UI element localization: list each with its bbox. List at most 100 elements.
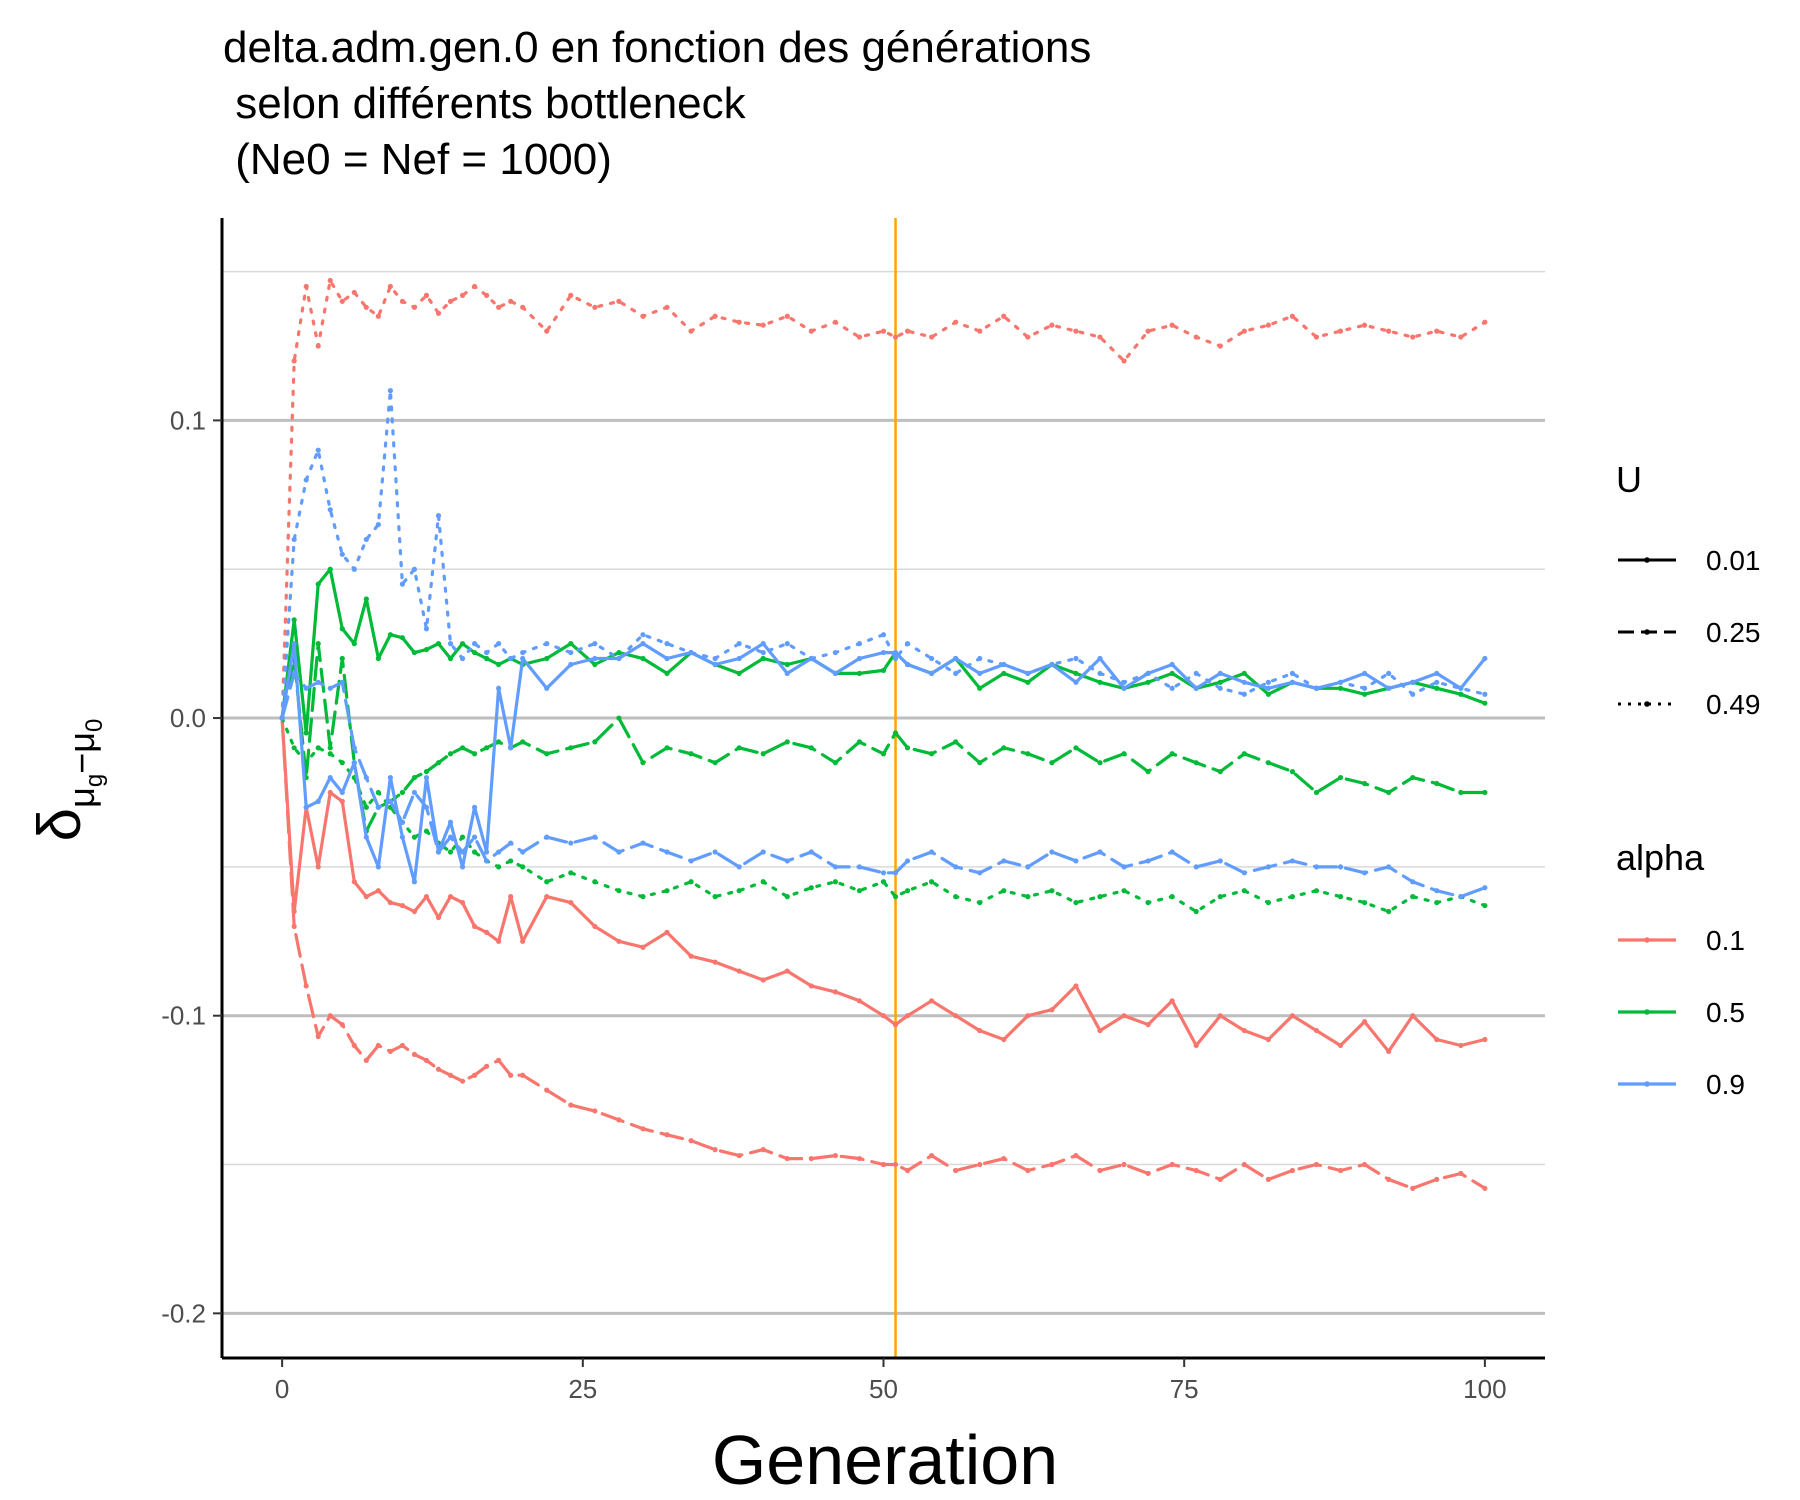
series-point-0-42 xyxy=(1025,1013,1031,1019)
series-point-2-19 xyxy=(508,298,514,304)
series-point-8-14 xyxy=(447,641,454,647)
series-point-8-7 xyxy=(363,536,369,543)
series-point-8-44 xyxy=(1073,655,1079,662)
series-point-4-52 xyxy=(1265,760,1271,766)
series-point-4-28 xyxy=(712,760,718,766)
series-point-4-35 xyxy=(880,751,887,757)
series-point-3-8 xyxy=(375,655,381,662)
series-point-2-53 xyxy=(1289,313,1296,319)
series-point-3-11 xyxy=(411,649,418,656)
series-point-5-22 xyxy=(568,870,574,876)
series-point-6-11 xyxy=(411,879,418,885)
series-point-8-36 xyxy=(892,655,899,662)
series-point-6-1 xyxy=(291,641,297,647)
legend-linetype-title: U xyxy=(1616,459,1642,500)
series-point-2-43 xyxy=(1049,322,1055,328)
legend-linetype-label-2: 0.49 xyxy=(1706,689,1761,720)
series-point-4-59 xyxy=(1434,780,1440,787)
series-point-0-36 xyxy=(892,1022,899,1028)
series-point-6-21 xyxy=(544,685,550,691)
series-point-0-3 xyxy=(315,864,321,870)
series-point-1-50 xyxy=(1217,1176,1223,1183)
series-point-4-40 xyxy=(977,760,983,766)
series-point-2-45 xyxy=(1097,334,1103,340)
series-point-0-10 xyxy=(399,902,406,909)
series-point-1-32 xyxy=(808,1155,814,1162)
series-point-0-21 xyxy=(544,894,550,900)
series-point-8-0 xyxy=(279,715,285,721)
series-point-0-12 xyxy=(423,894,430,900)
series-point-0-4 xyxy=(327,789,333,796)
svg-text:δμg−μ0: δμg−μ0 xyxy=(26,719,108,842)
series-point-0-22 xyxy=(568,899,574,906)
series-point-1-31 xyxy=(784,1155,790,1162)
series-point-1-57 xyxy=(1386,1176,1392,1183)
series-point-6-15 xyxy=(459,864,466,870)
series-point-5-38 xyxy=(929,879,935,885)
series-point-0-7 xyxy=(363,894,369,900)
series-point-3-15 xyxy=(459,641,466,647)
chart-title-line-1: delta.adm.gen.0 en fonction des générati… xyxy=(223,23,1091,72)
series-point-4-4 xyxy=(327,745,333,751)
series-point-8-21 xyxy=(544,641,550,647)
series-point-6-44 xyxy=(1073,679,1079,685)
series-point-3-30 xyxy=(760,655,766,662)
series-point-0-39 xyxy=(953,1013,959,1019)
series-point-7-9 xyxy=(387,798,393,804)
series-point-8-1 xyxy=(291,536,297,543)
series-point-0-38 xyxy=(929,998,935,1004)
series-point-5-2 xyxy=(303,760,309,766)
series-point-2-32 xyxy=(808,328,814,334)
series-point-3-22 xyxy=(568,641,574,647)
series-point-6-6 xyxy=(351,760,357,766)
series-point-5-33 xyxy=(832,879,838,885)
x-tick-label-0: 0 xyxy=(275,1374,289,1404)
series-point-1-17 xyxy=(484,1063,490,1069)
series-point-6-37 xyxy=(904,661,911,668)
series-point-3-24 xyxy=(616,649,622,656)
series-point-5-24 xyxy=(616,888,622,894)
series-point-7-26 xyxy=(664,849,670,855)
series-point-3-13 xyxy=(435,641,442,647)
series-point-0-5 xyxy=(339,798,345,804)
series-point-2-22 xyxy=(568,292,574,298)
series-point-2-34 xyxy=(856,334,863,340)
series-point-7-17 xyxy=(484,858,490,864)
series-point-8-55 xyxy=(1337,679,1344,685)
series-point-3-55 xyxy=(1337,685,1344,691)
series-point-0-48 xyxy=(1169,998,1175,1004)
series-point-1-43 xyxy=(1049,1161,1055,1168)
series-point-3-10 xyxy=(399,635,406,641)
series-point-2-61 xyxy=(1482,319,1488,325)
series-point-4-45 xyxy=(1097,760,1103,766)
series-point-1-61 xyxy=(1482,1185,1488,1191)
series-point-4-20 xyxy=(520,739,526,745)
series-point-8-28 xyxy=(712,655,718,662)
series-point-2-56 xyxy=(1361,322,1368,328)
x-tick-label-3: 75 xyxy=(1170,1374,1199,1404)
x-axis-ticks: 0 25 50 75 100 xyxy=(275,1358,1507,1404)
series-point-4-12 xyxy=(423,769,430,775)
series-point-6-33 xyxy=(832,670,838,677)
series-point-2-59 xyxy=(1434,328,1440,334)
series-point-6-17 xyxy=(484,849,490,855)
series-point-7-31 xyxy=(784,858,790,864)
series-point-4-38 xyxy=(929,751,935,757)
series-point-8-35 xyxy=(880,632,887,638)
series-point-0-49 xyxy=(1193,1042,1199,1049)
series-point-0-53 xyxy=(1289,1013,1296,1019)
series-point-1-24 xyxy=(616,1117,622,1123)
series-point-0-51 xyxy=(1241,1027,1247,1034)
series-point-5-61 xyxy=(1482,902,1488,909)
series-point-3-50 xyxy=(1217,679,1223,685)
series-point-8-27 xyxy=(688,649,694,656)
x-tick-label-2: 50 xyxy=(869,1374,898,1404)
series-point-5-28 xyxy=(712,894,718,900)
series-point-6-45 xyxy=(1097,655,1103,662)
series-point-7-61 xyxy=(1482,885,1488,891)
series-point-5-52 xyxy=(1265,899,1271,906)
series-point-1-60 xyxy=(1458,1170,1464,1177)
series-point-7-8 xyxy=(375,804,381,810)
series-point-4-10 xyxy=(399,789,406,796)
series-point-4-17 xyxy=(484,745,490,751)
